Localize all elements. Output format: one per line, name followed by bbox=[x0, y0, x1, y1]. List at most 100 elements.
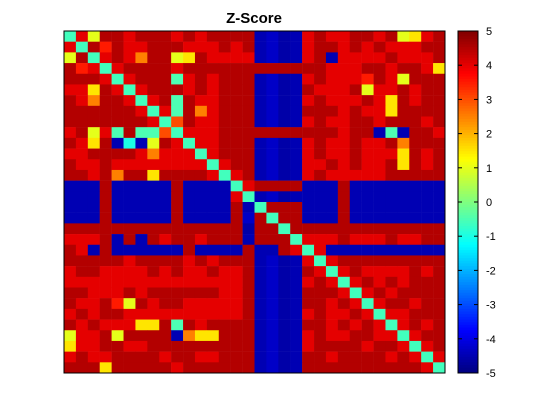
heatmap-cell bbox=[147, 340, 160, 352]
heatmap-cell bbox=[147, 223, 160, 235]
heatmap-cell bbox=[397, 276, 410, 288]
heatmap-cell bbox=[159, 31, 172, 42]
heatmap-cell bbox=[278, 31, 291, 42]
heatmap-cell bbox=[218, 52, 231, 64]
heatmap-cell bbox=[325, 148, 339, 160]
heatmap-cell bbox=[75, 137, 89, 149]
heatmap-cell bbox=[337, 52, 350, 64]
heatmap-cell bbox=[373, 191, 386, 203]
heatmap-cell bbox=[433, 63, 446, 74]
heatmap-cell bbox=[87, 63, 100, 74]
heatmap-cell bbox=[99, 276, 112, 288]
heatmap-cell bbox=[64, 319, 77, 331]
heatmap-cell bbox=[314, 31, 327, 42]
heatmap-cell bbox=[206, 180, 220, 192]
heatmap-cell bbox=[135, 116, 148, 128]
heatmap-cell bbox=[361, 319, 374, 331]
colorbar-segment bbox=[458, 220, 478, 224]
heatmap-cell bbox=[75, 319, 89, 331]
heatmap-cell bbox=[87, 127, 100, 139]
heatmap-cell bbox=[314, 137, 327, 149]
heatmap-cell bbox=[242, 191, 255, 203]
heatmap-cell bbox=[302, 340, 315, 352]
heatmap-cell bbox=[111, 159, 124, 171]
heatmap-cell bbox=[349, 351, 362, 363]
heatmap-cell bbox=[421, 84, 434, 96]
colorbar-segment bbox=[458, 247, 478, 251]
heatmap-cell bbox=[183, 159, 196, 171]
heatmap-cell bbox=[135, 244, 148, 256]
heatmap-cell bbox=[254, 223, 267, 235]
heatmap-cell bbox=[409, 127, 422, 139]
heatmap-cell bbox=[75, 340, 89, 352]
heatmap-cell bbox=[421, 255, 434, 267]
heatmap-cell bbox=[159, 234, 172, 245]
heatmap-cell bbox=[111, 180, 124, 192]
heatmap-cell bbox=[409, 351, 422, 363]
heatmap-cell bbox=[194, 308, 208, 320]
heatmap-cell bbox=[433, 330, 446, 342]
heatmap-cell bbox=[397, 31, 410, 42]
heatmap-cell bbox=[433, 41, 446, 53]
heatmap-cell bbox=[147, 319, 160, 331]
heatmap-cell bbox=[206, 191, 220, 203]
colorbar-segment bbox=[458, 284, 478, 288]
heatmap-cell bbox=[194, 127, 208, 139]
heatmap-cell bbox=[75, 52, 89, 64]
colorbar-segment bbox=[458, 63, 478, 67]
heatmap-cell bbox=[254, 212, 267, 224]
heatmap-cell bbox=[218, 63, 231, 74]
heatmap-cell bbox=[433, 31, 446, 42]
heatmap-cell bbox=[171, 255, 184, 267]
heatmap-cell bbox=[254, 63, 267, 74]
heatmap-cell bbox=[385, 234, 398, 245]
heatmap-cell bbox=[278, 308, 291, 320]
colorbar-segment bbox=[458, 223, 478, 227]
heatmap-cell bbox=[266, 276, 279, 288]
colorbar-segment bbox=[458, 76, 478, 80]
heatmap-cell bbox=[385, 52, 398, 64]
heatmap-cell bbox=[147, 169, 160, 181]
heatmap-cell bbox=[361, 308, 374, 320]
heatmap-cell bbox=[373, 41, 386, 53]
heatmap-cell bbox=[314, 73, 327, 85]
heatmap-cell bbox=[218, 340, 231, 352]
colorbar-segment bbox=[458, 359, 478, 363]
heatmap-cell bbox=[373, 116, 386, 128]
heatmap-cell bbox=[171, 202, 184, 213]
heatmap-cell bbox=[385, 308, 398, 320]
colorbar-segment bbox=[458, 362, 478, 366]
heatmap-cell bbox=[171, 31, 184, 42]
heatmap-cell bbox=[349, 31, 362, 42]
heatmap-cell bbox=[230, 234, 243, 245]
heatmap-cell bbox=[409, 319, 422, 331]
colorbar-segment bbox=[458, 159, 478, 163]
heatmap-cell bbox=[397, 330, 410, 342]
heatmap-cell bbox=[159, 340, 172, 352]
colorbar-tick-label: -5 bbox=[486, 368, 496, 380]
colorbar-segment bbox=[458, 282, 478, 286]
colorbar-segment bbox=[458, 127, 478, 131]
heatmap-cell bbox=[302, 159, 315, 171]
heatmap-cell bbox=[385, 148, 398, 160]
heatmap-cell bbox=[123, 362, 136, 374]
heatmap-cell bbox=[230, 148, 243, 160]
heatmap-cell bbox=[159, 298, 172, 310]
heatmap-cell bbox=[433, 234, 446, 245]
heatmap-cell bbox=[171, 234, 184, 245]
heatmap-cell bbox=[373, 148, 386, 160]
heatmap-cell bbox=[171, 351, 184, 363]
heatmap-cell bbox=[385, 116, 398, 128]
heatmap-cell bbox=[87, 52, 100, 64]
colorbar-segment bbox=[458, 113, 478, 117]
heatmap-cell bbox=[147, 191, 160, 203]
heatmap-cell bbox=[230, 255, 243, 267]
heatmap-cell bbox=[183, 298, 196, 310]
heatmap-cell bbox=[302, 52, 315, 64]
heatmap-cell bbox=[218, 105, 231, 117]
heatmap-cell bbox=[421, 127, 434, 139]
heatmap-cell bbox=[75, 266, 89, 278]
heatmap-cell bbox=[361, 255, 374, 267]
heatmap-cell bbox=[99, 319, 112, 331]
